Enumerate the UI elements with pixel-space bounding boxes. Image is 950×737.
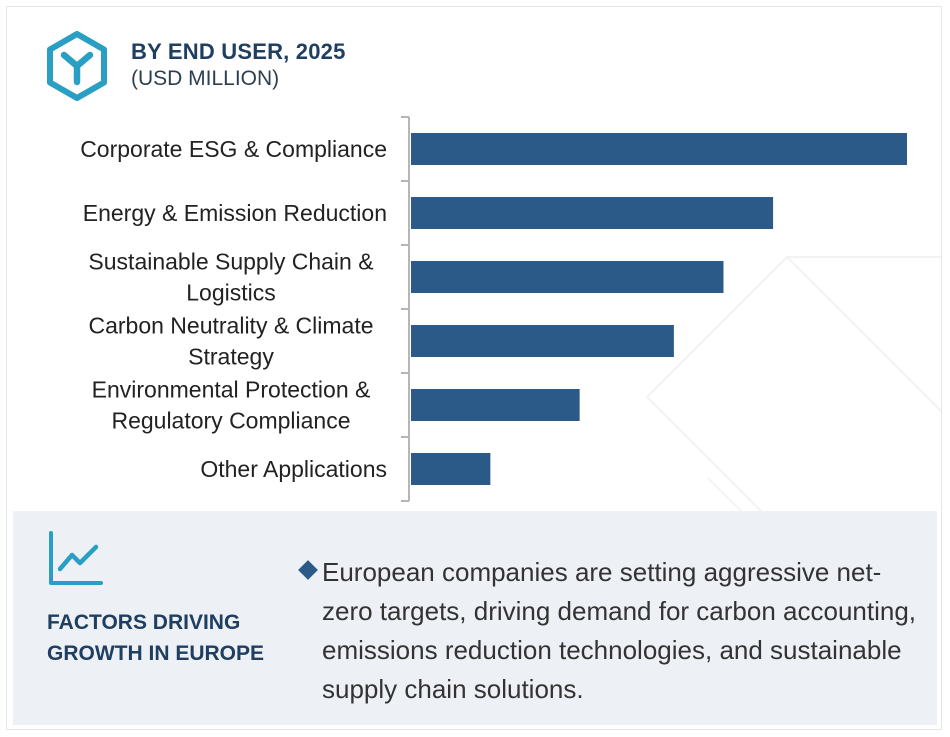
factors-title: FACTORS DRIVING GROWTH IN EUROPE [47, 611, 265, 665]
chart-card: BY END USER, 2025 (USD MILLION) Corporat… [6, 6, 942, 730]
bar [411, 389, 580, 421]
category-label-line: Strategy [188, 344, 274, 370]
chart-title: BY END USER, 2025 [131, 39, 346, 64]
category-label: Sustainable Supply Chain & Logistics [88, 249, 373, 306]
category-label-line: Carbon Neutrality & Climate [88, 313, 373, 339]
category-label-line: Environmental Protection & [92, 377, 371, 403]
category-label-line: Energy & Emission Reduction [83, 200, 387, 226]
growth-chart-icon [49, 531, 103, 585]
factors-panel: FACTORS DRIVING GROWTH IN EUROPE Europea… [13, 511, 937, 725]
bar [411, 261, 724, 293]
bar-chart: Corporate ESG & Compliance Energy & Emiss… [80, 116, 907, 502]
factors-bullet-text: European companies are setting aggressiv… [322, 557, 917, 704]
category-label-line: Regulatory Compliance [111, 408, 350, 434]
category-label-line: Corporate ESG & Compliance [80, 136, 387, 162]
category-label-line: Sustainable Supply Chain & [88, 249, 373, 275]
bar [411, 453, 491, 485]
cube-y-logo-icon [47, 31, 107, 101]
category-label-line: Other Applications [200, 456, 387, 482]
bar [411, 197, 774, 229]
category-label: Environmental Protection & Regulatory Com… [92, 377, 371, 434]
chart-subtitle: (USD MILLION) [131, 67, 280, 90]
category-label: Corporate ESG & Compliance [80, 136, 387, 162]
category-label: Other Applications [200, 456, 387, 482]
bar [411, 325, 674, 357]
bar [411, 133, 907, 165]
category-label: Energy & Emission Reduction [83, 200, 387, 226]
diamond-bullet-icon [298, 560, 318, 580]
category-label-line: Logistics [186, 280, 275, 306]
category-label: Carbon Neutrality & Climate Strategy [88, 313, 373, 370]
